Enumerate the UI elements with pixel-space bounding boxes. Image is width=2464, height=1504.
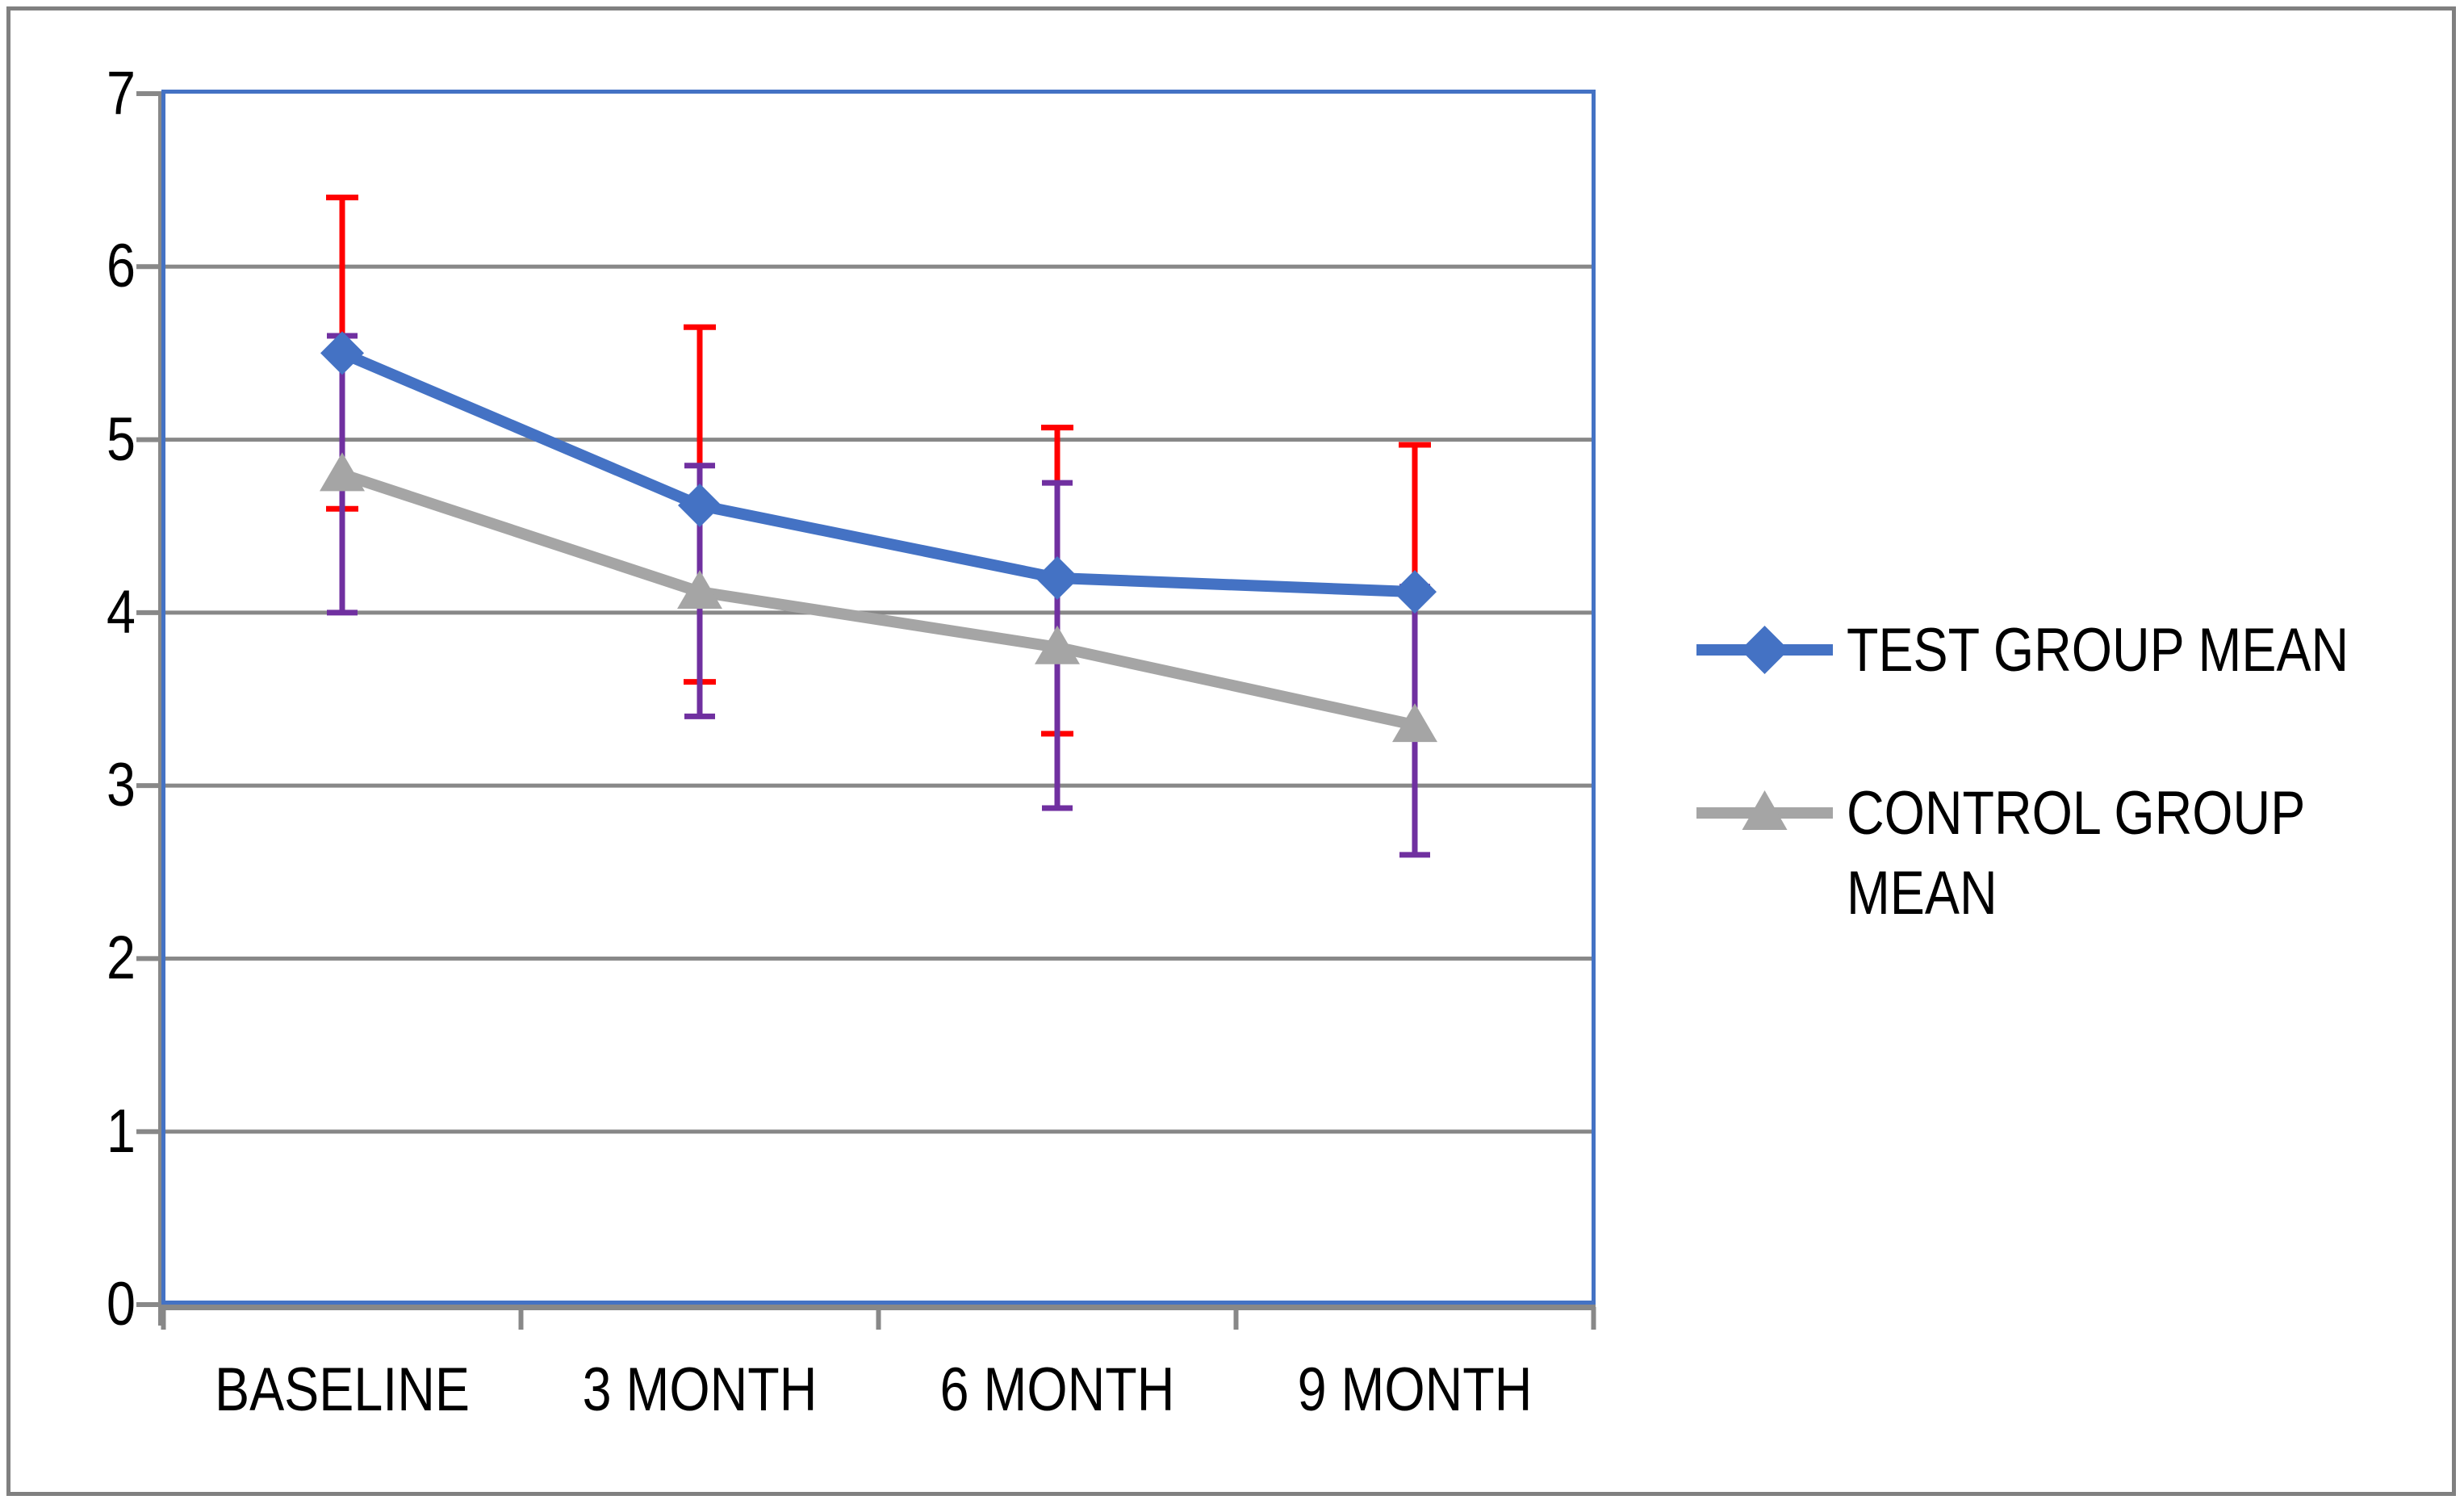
legend-marker-control-group: [1696, 790, 1833, 830]
y-tick-label-6: 6: [107, 232, 136, 301]
legend-marker-test-group: [1696, 626, 1833, 674]
plot-border: [161, 90, 1596, 1305]
y-tick-label-0: 0: [107, 1270, 136, 1339]
marker-triangle-2: [1035, 625, 1080, 664]
x-tick-label-0: BASELINE: [215, 1355, 470, 1424]
x-tick-label-2: 6 MONTH: [939, 1355, 1175, 1424]
marker-diamond-3: [1393, 570, 1437, 614]
series-line-test: [340, 347, 1416, 598]
y-tick-label-1: 1: [107, 1096, 136, 1166]
y-tick-label-5: 5: [107, 404, 136, 474]
marker-triangle-1: [677, 570, 722, 610]
marker-triangle-3: [1392, 703, 1437, 743]
marker-triangle-0: [320, 452, 365, 492]
y-tick-label-4: 4: [107, 577, 136, 647]
marker-diamond-2: [1035, 556, 1079, 600]
y-tick-label-3: 3: [107, 751, 136, 820]
x-tick-label-3: 9 MONTH: [1297, 1355, 1533, 1424]
marker-diamond-1: [678, 484, 722, 527]
series-line-control: [340, 468, 1416, 731]
marker-diamond-0: [320, 331, 364, 375]
legend-label-control-group[interactable]: CONTROL GROUP MEAN: [1847, 779, 2305, 928]
y-tick-label-7: 7: [107, 59, 136, 128]
legend-label-test-group[interactable]: TEST GROUP MEAN: [1847, 616, 2349, 685]
y-tick-label-2: 2: [107, 924, 136, 993]
x-tick-label-1: 3 MONTH: [582, 1355, 818, 1424]
figure-border: [6, 6, 2456, 1496]
